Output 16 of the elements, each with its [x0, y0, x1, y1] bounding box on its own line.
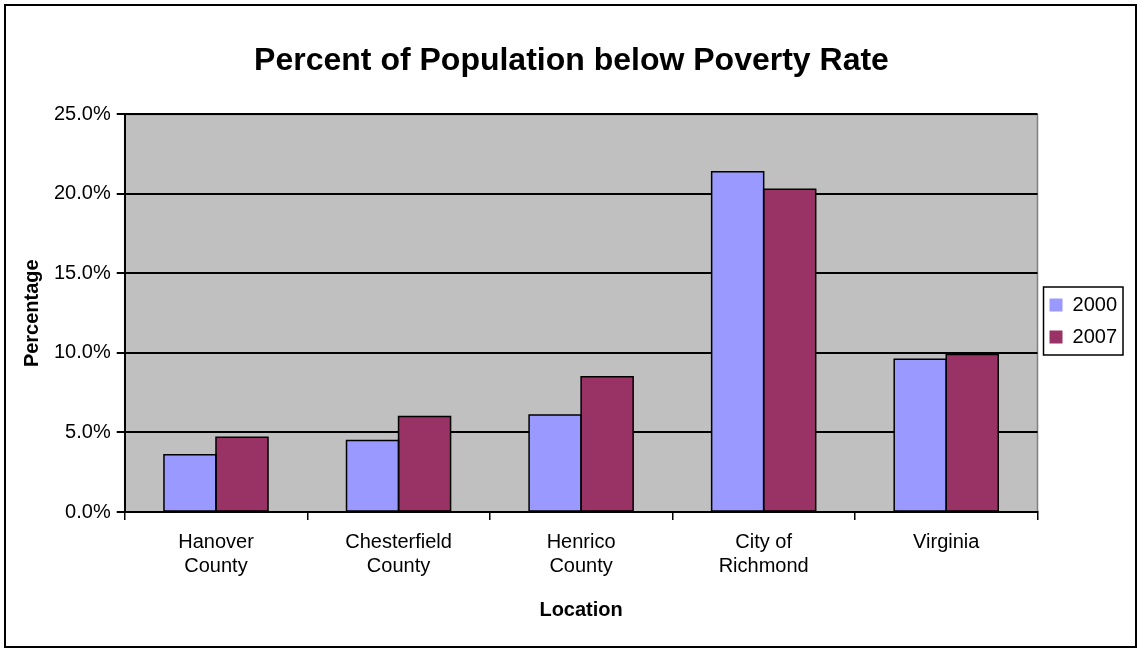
x-tick-label: City of Richmond	[718, 529, 809, 576]
legend-label: 2007	[1072, 324, 1118, 347]
y-tick-label: 0.0%	[65, 499, 111, 522]
x-tick-label: Hanover County	[178, 529, 255, 576]
x-tick-label: Henrico County	[546, 529, 616, 576]
y-tick-label: 10.0%	[53, 340, 111, 363]
y-tick-label: 5.0%	[65, 420, 111, 442]
x-axis-title: Location	[539, 597, 623, 620]
y-axis-title: Percentage	[19, 259, 42, 368]
chart-title: Percent of Population below Poverty Rate	[254, 41, 889, 78]
legend-label: 2000	[1072, 292, 1118, 315]
y-tick-label: 15.0%	[53, 260, 111, 283]
y-tick-label: 25.0%	[53, 101, 111, 124]
y-tick-label: 20.0%	[53, 181, 111, 204]
x-tick-label: Chesterfield County	[345, 529, 452, 576]
x-tick-label: Virginia	[913, 529, 981, 552]
